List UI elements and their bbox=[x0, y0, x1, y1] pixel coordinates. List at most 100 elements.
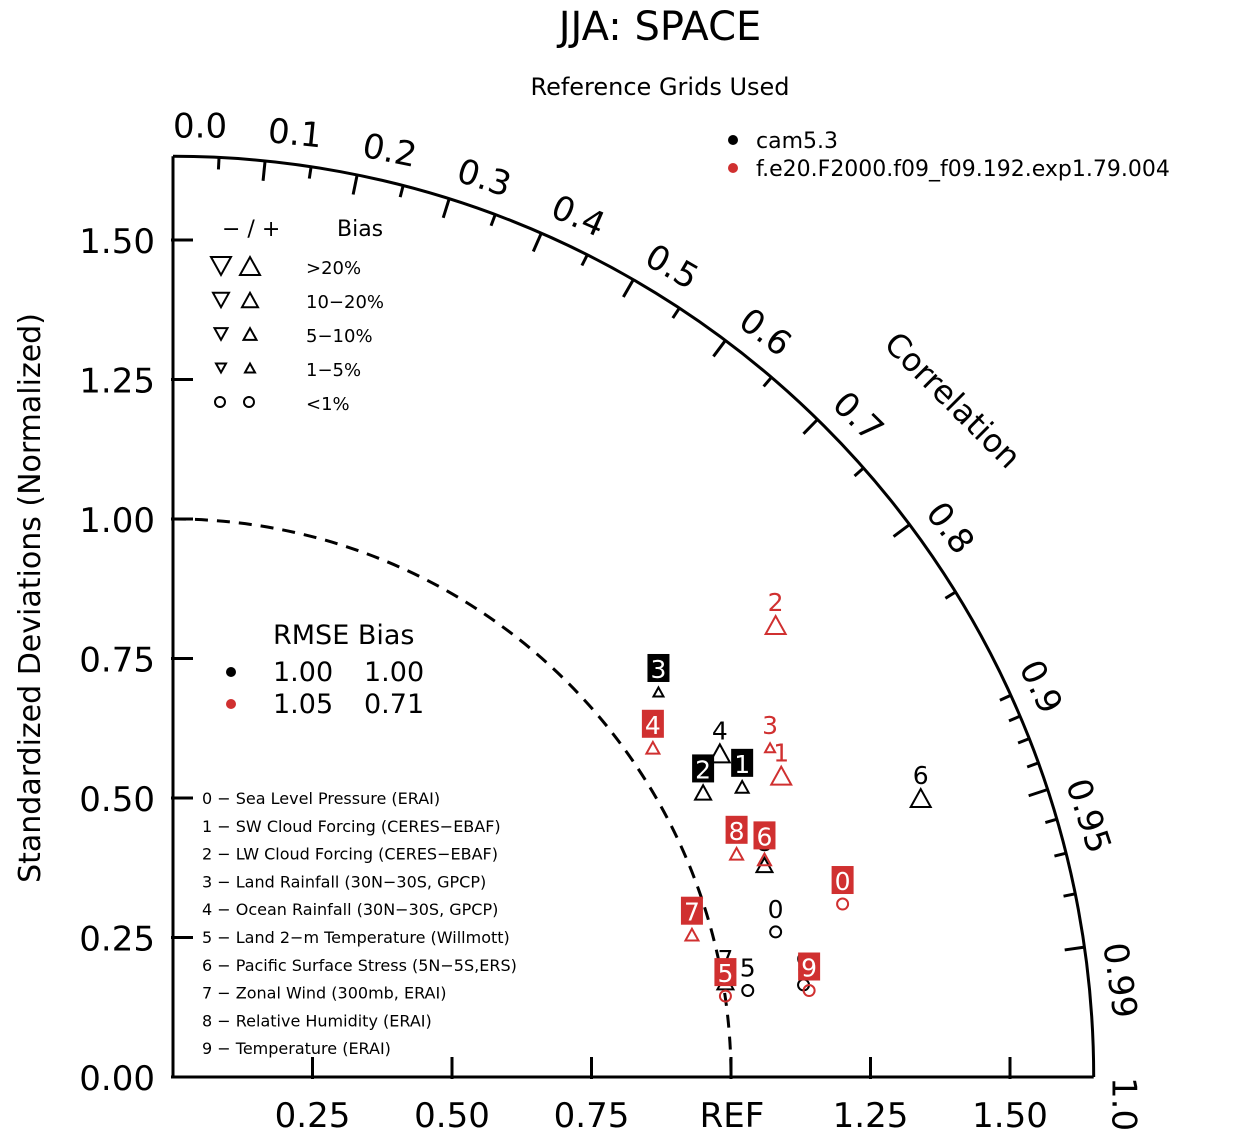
triangle-down-marker bbox=[212, 327, 230, 342]
case-legend-dot bbox=[728, 163, 738, 173]
triangle-up-marker bbox=[728, 845, 745, 861]
point-label: 6 bbox=[757, 822, 773, 851]
correlation-tick bbox=[944, 590, 957, 600]
correlation-tick bbox=[999, 693, 1012, 702]
variable-legend-item: 9 − Temperature (ERAI) bbox=[202, 1039, 391, 1058]
circle-marker bbox=[836, 897, 850, 911]
correlation-tick bbox=[307, 166, 313, 179]
triangle-up-marker bbox=[763, 741, 777, 754]
data-point: 3 bbox=[762, 711, 778, 754]
correlation-label: Correlation bbox=[877, 324, 1029, 476]
data-points: 01234567890123456789 bbox=[641, 588, 933, 1003]
point-label-box bbox=[798, 952, 821, 981]
correlation-tick bbox=[580, 254, 589, 267]
reference-arc bbox=[172, 517, 733, 1078]
data-point: 2 bbox=[763, 588, 788, 636]
variable-legend-item: 4 − Ocean Rainfall (30N−30S, GPCP) bbox=[202, 900, 498, 919]
data-point: 3 bbox=[647, 653, 670, 698]
point-label-box bbox=[641, 709, 664, 738]
correlation-tick bbox=[398, 185, 405, 198]
point-label: 4 bbox=[712, 716, 728, 745]
correlation-label-tick: 0.4 bbox=[545, 187, 611, 245]
y-tick-label: 0.00 bbox=[79, 1059, 155, 1099]
point-label: 1 bbox=[773, 739, 789, 768]
x-tick-label: 0.25 bbox=[275, 1096, 351, 1135]
data-point: 6 bbox=[753, 821, 776, 867]
circle-marker bbox=[243, 396, 255, 408]
correlation-tick bbox=[671, 307, 681, 319]
bias-legend-value: 0.71 bbox=[364, 689, 424, 720]
data-point: 7 bbox=[680, 896, 703, 942]
correlation-tick bbox=[1064, 945, 1085, 952]
correlation-label-tick: 0.9 bbox=[1011, 654, 1071, 720]
y-tick-label: 1.50 bbox=[79, 222, 155, 262]
data-point: 5 bbox=[714, 958, 737, 1003]
triangle-up-marker bbox=[651, 685, 666, 698]
correlation-label-tick: 0.6 bbox=[731, 300, 798, 364]
y-axis-label: Standardized Deviations (Normalized) bbox=[13, 313, 48, 883]
variable-legend-item: 5 − Land 2−m Temperature (Willmott) bbox=[202, 928, 510, 947]
triangle-up-marker bbox=[240, 290, 260, 309]
triangle-down-marker bbox=[211, 291, 231, 310]
circle-marker bbox=[214, 396, 226, 408]
point-label-box bbox=[831, 866, 854, 895]
variable-legend-item: 2 − LW Cloud Forcing (CERES−EBAF) bbox=[202, 845, 498, 864]
x-tick-label: 1.50 bbox=[972, 1096, 1048, 1135]
data-point: 2 bbox=[692, 754, 715, 801]
triangle-up-marker bbox=[733, 778, 751, 794]
diagram-frame bbox=[171, 154, 1096, 1079]
correlation-tick bbox=[1063, 892, 1076, 898]
y-tick-label: 0.50 bbox=[79, 780, 155, 820]
data-point: 5 bbox=[740, 954, 756, 998]
point-label: 0 bbox=[835, 867, 851, 896]
bias-legend-sign-header: − / + bbox=[222, 217, 280, 242]
correlation-tick bbox=[1008, 714, 1021, 723]
rmse-legend-value: 1.05 bbox=[273, 689, 333, 720]
correlation-label-tick: 0.2 bbox=[359, 126, 420, 176]
circle-marker bbox=[802, 984, 816, 998]
correlation-label-tick: 0.8 bbox=[918, 495, 982, 562]
correlation-tick bbox=[802, 418, 819, 435]
point-label-box bbox=[714, 958, 737, 987]
correlation-tick bbox=[351, 174, 359, 195]
data-point: 4 bbox=[641, 709, 664, 755]
data-point: 1 bbox=[769, 739, 793, 786]
correlation-label-tick: 0.1 bbox=[266, 111, 324, 156]
rmse-legend-dot bbox=[226, 667, 236, 677]
case-legend-dot bbox=[728, 135, 738, 145]
correlation-tick bbox=[853, 466, 865, 478]
correlation-tick bbox=[762, 376, 773, 388]
x-tick-label: 0.50 bbox=[414, 1096, 490, 1135]
correlation-label-tick: 0.0 bbox=[173, 106, 227, 146]
triangle-down-marker bbox=[214, 362, 228, 375]
correlation-tick bbox=[216, 157, 221, 170]
y-tick-label: 0.25 bbox=[79, 920, 155, 960]
variable-legend-item: 6 − Pacific Surface Stress (5N−5S,ERS) bbox=[202, 956, 517, 975]
correlation-tick bbox=[441, 198, 451, 219]
x-tick-label: 1.25 bbox=[833, 1096, 909, 1135]
correlation-tick bbox=[261, 160, 267, 181]
point-label: 2 bbox=[695, 755, 711, 784]
point-label: 3 bbox=[762, 711, 778, 740]
triangle-up-marker bbox=[243, 361, 257, 374]
triangle-up-marker bbox=[909, 786, 933, 808]
triangle-up-marker bbox=[756, 851, 773, 867]
correlation-tick bbox=[531, 232, 543, 253]
variable-legend-item: 0 − Sea Level Pressure (ERAI) bbox=[202, 789, 440, 808]
correlation-tick bbox=[489, 214, 497, 227]
point-label: 3 bbox=[651, 655, 667, 684]
rmse-legend-header: RMSE Bias bbox=[273, 620, 414, 651]
case-legend-label: cam5.3 bbox=[756, 129, 838, 154]
bias-legend-row-label: 5−10% bbox=[306, 326, 373, 347]
bias-legend-row-label: >20% bbox=[306, 258, 361, 279]
triangle-up-marker bbox=[708, 742, 732, 764]
correlation-tick bbox=[1044, 817, 1058, 825]
chart-subtitle: Reference Grids Used bbox=[530, 73, 789, 101]
bias-legend-row-label: 10−20% bbox=[306, 292, 384, 313]
triangle-up-marker bbox=[683, 926, 701, 942]
circle-marker bbox=[769, 925, 783, 939]
ref-label: REF bbox=[700, 1096, 765, 1135]
bias-legend-value: 1.00 bbox=[364, 657, 424, 688]
circle-marker bbox=[741, 984, 755, 998]
